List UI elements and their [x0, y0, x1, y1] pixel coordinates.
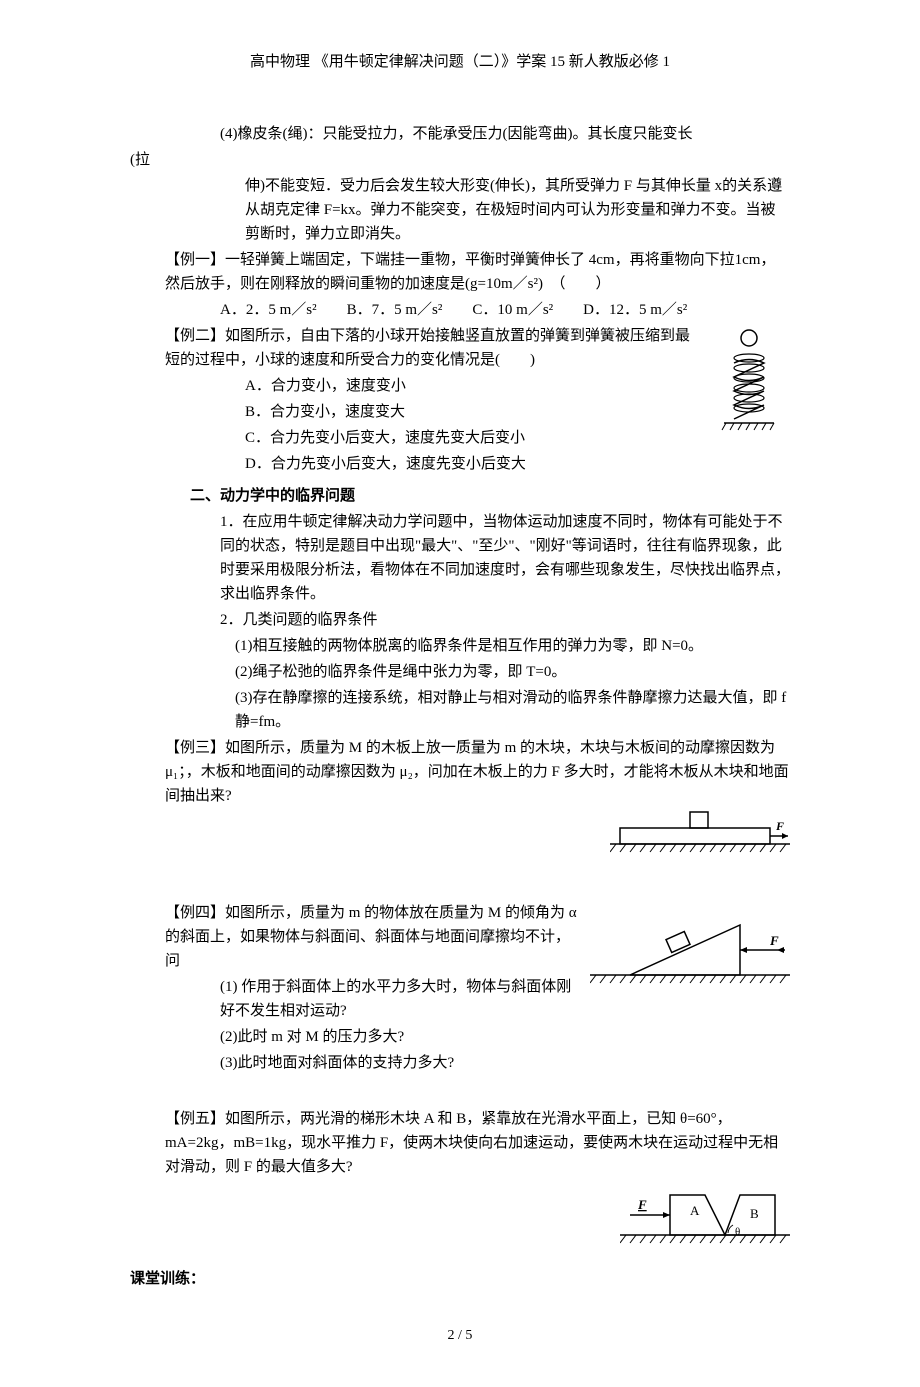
example-4-text: 如图所示，质量为 m 的物体放在质量为 M 的倾角为 α 的斜面上，如果物体与斜… — [165, 905, 577, 969]
incline-figure: F — [590, 905, 790, 995]
example-2-option-c: C．合力先变小后变大，速度先变大后变小 — [130, 426, 790, 450]
paragraph-4b: (拉 — [130, 148, 790, 172]
svg-text:F: F — [775, 819, 784, 833]
example-4-q2: (2)此时 m 对 M 的压力多大? — [130, 1025, 790, 1049]
example-5-text: 如图所示，两光滑的梯形木块 A 和 B，紧靠放在光滑水平面上，已知 θ=60°，… — [165, 1111, 778, 1175]
section-2-p2: 2．几类问题的临界条件 — [130, 608, 790, 632]
example-2-option-a: A．合力变小，速度变小 — [130, 374, 790, 398]
example-1-option-a: A．2．5 m／s² — [220, 302, 317, 318]
page-number: 2 / 5 — [130, 1325, 790, 1347]
section-2-p2a: (1)相互接触的两物体脱离的临界条件是相互作用的弹力为零，即 N=0。 — [130, 634, 790, 658]
example-2: 【例二】如图所示，自由下落的小球开始接触竖直放置的弹簧到弹簧被压缩到最短的过程中… — [130, 324, 790, 372]
paragraph-4c: 伸)不能变短．受力后会发生较大形变(伸长)，其所受弹力 F 与其伸长量 x的关系… — [130, 174, 790, 246]
example-1-options: A．2．5 m／s² B．7．5 m／s² C．10 m／s² D．12．5 m… — [130, 298, 790, 322]
section-2-title: 二、动力学中的临界问题 — [130, 484, 790, 508]
svg-text:F: F — [769, 933, 779, 948]
svg-text:A: A — [690, 1203, 700, 1218]
example-1: 【例一】一轻弹簧上端固定，下端挂一重物，平衡时弹簧伸长了 4cm，再将重物向下拉… — [130, 248, 790, 296]
example-2-text: 如图所示，自由下落的小球开始接触竖直放置的弹簧到弹簧被压缩到最短的过程中，小球的… — [165, 328, 690, 368]
svg-text:F: F — [637, 1197, 647, 1212]
example-5: 【例五】如图所示，两光滑的梯形木块 A 和 B，紧靠放在光滑水平面上，已知 θ=… — [130, 1107, 790, 1179]
spring-figure — [714, 328, 784, 438]
example-3-title: 【例三】 — [165, 740, 225, 756]
wedge-figure: A B F θ — [620, 1185, 790, 1255]
svg-text:θ: θ — [735, 1226, 740, 1238]
example-4-q3: (3)此时地面对斜面体的支持力多大? — [130, 1051, 790, 1075]
example-4-title: 【例四】 — [165, 905, 225, 921]
example-1-text: 一轻弹簧上端固定，下端挂一重物，平衡时弹簧伸长了 4cm，再将重物向下拉1cm，… — [165, 252, 775, 292]
section-2-p2c: (3)存在静摩擦的连接系统，相对静止与相对滑动的临界条件静摩擦力达最大值，即 f… — [130, 686, 790, 734]
example-2-option-b: B．合力变小，速度变大 — [130, 400, 790, 424]
svg-text:B: B — [750, 1206, 759, 1221]
section-2-p2b: (2)绳子松弛的临界条件是绳中张力为零，即 T=0。 — [130, 660, 790, 684]
example-1-option-c: C．10 m／s² — [472, 302, 553, 318]
page-title: 高中物理 《用牛顿定律解决问题（二）》学案 15 新人教版必修 1 — [130, 50, 790, 74]
example-4-block: F 【例四】如图所示，质量为 m 的物体放在质量为 M 的倾角为 α 的斜面上，… — [130, 901, 790, 1075]
example-3: 【例三】如图所示，质量为 M 的木板上放一质量为 m 的木块，木块与木板间的动摩… — [130, 736, 790, 808]
example-2-option-d: D．合力先变小后变大，速度先变小后变大 — [130, 452, 790, 476]
example-5-title: 【例五】 — [165, 1111, 225, 1127]
example-2-title: 【例二】 — [165, 328, 225, 344]
example-2-block: 【例二】如图所示，自由下落的小球开始接触竖直放置的弹簧到弹簧被压缩到最短的过程中… — [130, 324, 790, 476]
paragraph-4a: (4)橡皮条(绳)：只能受拉力，不能承受压力(因能弯曲)。其长度只能变长 — [130, 122, 790, 146]
example-5-block: 【例五】如图所示，两光滑的梯形木块 A 和 B，紧靠放在光滑水平面上，已知 θ=… — [130, 1107, 790, 1179]
example-3-text: 如图所示，质量为 M 的木板上放一质量为 m 的木块，木块与木板间的动摩擦因数为… — [165, 740, 789, 804]
training-title: 课堂训练： — [130, 1267, 790, 1291]
example-1-option-d: D．12．5 m／s² — [583, 302, 687, 318]
example-1-title: 【例一】 — [165, 252, 225, 268]
document-page: 高中物理 《用牛顿定律解决问题（二）》学案 15 新人教版必修 1 (4)橡皮条… — [0, 0, 920, 1387]
section-2-p1: 1．在应用牛顿定律解决动力学问题中，当物体运动加速度不同时，物体有可能处于不同的… — [130, 510, 790, 606]
example-1-option-b: B．7．5 m／s² — [347, 302, 443, 318]
board-figure: F — [610, 810, 790, 865]
